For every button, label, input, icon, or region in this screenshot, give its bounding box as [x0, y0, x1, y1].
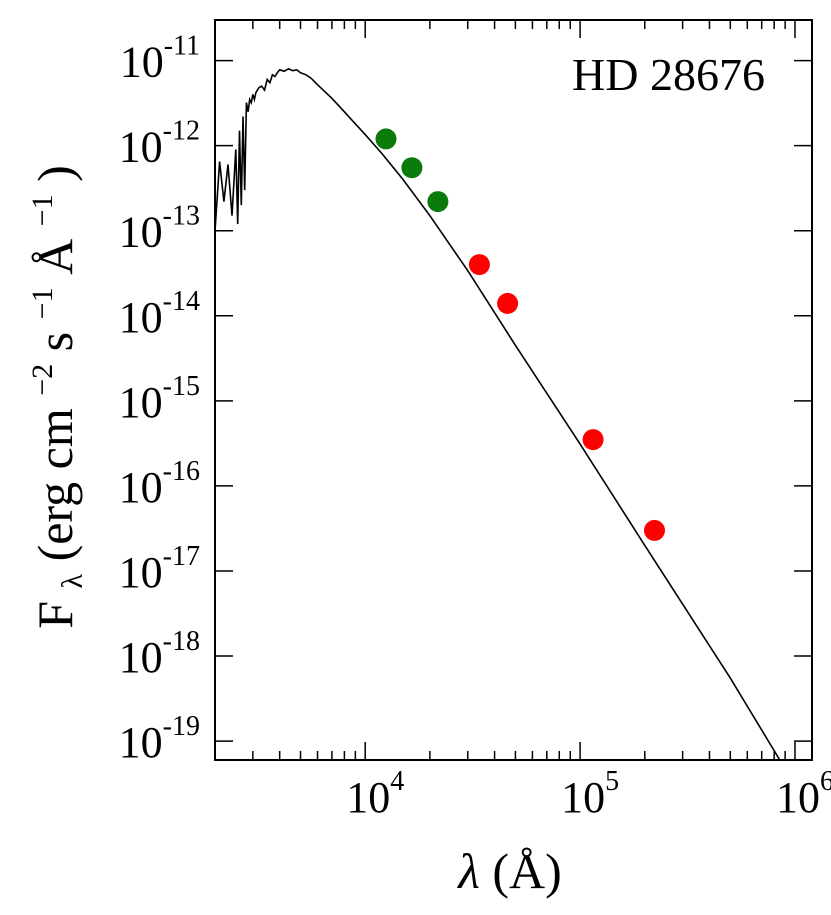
y-tick-base: 10 [119, 208, 163, 257]
x-tick-label: 104 [346, 766, 404, 822]
y-axis-subscript: λ [56, 573, 89, 588]
y-axis-exp-cm: −2 [26, 364, 59, 396]
y-tick-exponent: -16 [163, 456, 200, 487]
plot-frame [214, 19, 813, 761]
y-tick-exponent: -17 [163, 541, 200, 572]
y-tick-base: 10 [119, 378, 163, 427]
y-tick-exponent: -18 [163, 626, 200, 657]
y-tick-label: 10-12 [119, 116, 200, 172]
y-tick-base: 10 [120, 38, 164, 87]
y-tick-exponent: -13 [163, 201, 200, 232]
y-tick-label: 10-11 [120, 31, 200, 87]
x-tick-base: 10 [346, 773, 390, 822]
y-axis-exp-s: −1 [26, 287, 59, 319]
x-tick-label: 105 [561, 766, 619, 822]
y-axis-exp-angstrom: −1 [26, 194, 59, 226]
model-sed-line [215, 67, 781, 760]
y-tick-label: 10-19 [119, 711, 200, 767]
x-tick-base: 10 [776, 773, 820, 822]
y-tick-base: 10 [119, 633, 163, 682]
plot-border [214, 19, 813, 761]
y-tick-base: 10 [119, 718, 163, 767]
y-tick-label: 10-14 [119, 286, 200, 342]
y-axis-unit-open: (erg cm [27, 408, 83, 561]
axis-ticks [214, 20, 812, 760]
y-tick-exponent: -12 [163, 116, 200, 147]
y-tick-exponent: -19 [163, 711, 200, 742]
y-axis-title: F λ (erg cm −2 s −1 Å −1 ) [7, 165, 93, 629]
x-tick-exponent: 6 [820, 766, 831, 797]
x-axis-symbol: λ [456, 843, 480, 899]
plot-layer [215, 67, 781, 760]
y-axis-unit-angstrom: Å [27, 239, 83, 275]
photometry-point-2-1 [497, 292, 519, 314]
y-tick-label: 10-13 [119, 201, 200, 257]
star-name-annotation: HD 28676 [572, 49, 765, 100]
photometry-point-2-2 [582, 429, 604, 451]
x-tick-exponent: 4 [390, 766, 404, 797]
y-tick-exponent: -14 [163, 286, 200, 317]
photometry-point-1-1 [401, 157, 423, 179]
x-axis-title: λ (Å) [456, 843, 562, 899]
photometry-point-1-2 [427, 191, 449, 213]
y-tick-base: 10 [119, 463, 163, 512]
photometry-point-1-0 [375, 128, 397, 150]
y-tick-exponent: -15 [163, 371, 200, 402]
y-tick-label: 10-18 [119, 626, 200, 682]
y-tick-exponent: -11 [164, 31, 200, 62]
y-tick-base: 10 [119, 293, 163, 342]
x-tick-base: 10 [561, 773, 605, 822]
y-tick-base: 10 [119, 123, 163, 172]
x-tick-label: 106 [776, 766, 831, 822]
photometry-point-2-3 [644, 519, 665, 541]
y-axis-unit-s: s [27, 332, 83, 351]
y-tick-label: 10-15 [119, 371, 200, 427]
y-axis-symbol: F [27, 601, 83, 629]
photometry-point-2-0 [468, 254, 490, 276]
x-axis-unit: (Å) [492, 843, 561, 899]
y-tick-label: 10-16 [119, 456, 200, 512]
y-tick-label: 10-17 [119, 541, 200, 597]
x-tick-exponent: 5 [605, 766, 619, 797]
y-tick-base: 10 [119, 548, 163, 597]
tick-labels: 10-1110-1210-1310-1410-1510-1610-1710-18… [119, 31, 831, 822]
y-axis-unit-close: ) [27, 165, 83, 182]
